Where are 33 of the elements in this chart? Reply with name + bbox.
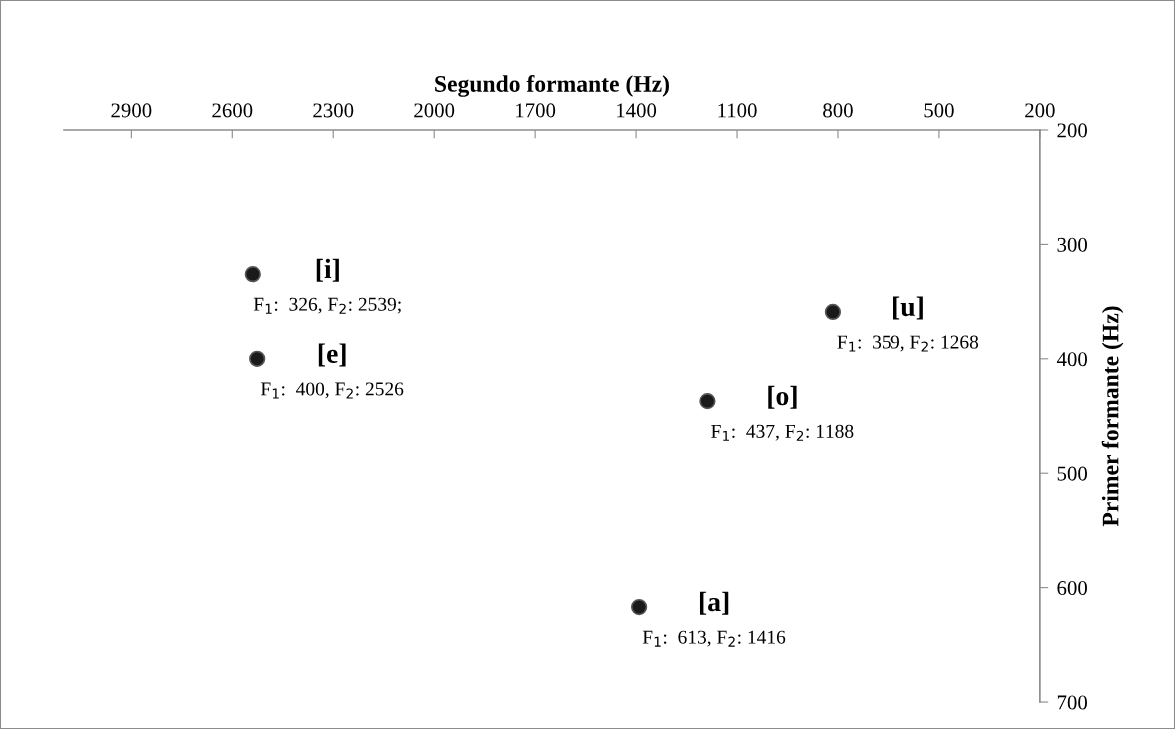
point [824, 303, 842, 321]
x-tick-label: 1400 [617, 103, 657, 118]
point [630, 598, 648, 616]
x-tick-label: 2600 [212, 103, 253, 118]
x-tick-label: 1100 [718, 103, 757, 118]
x-tick-label: 1700 [516, 103, 556, 118]
x-tick-label: 200 [1025, 103, 1055, 118]
y-tick-label: 400 [1056, 352, 1087, 367]
x-axis-title: Segundo formante (Hz) [435, 75, 669, 97]
y-axis-title: Primer formante (Hz) [1101, 306, 1124, 527]
annotation: F$_{1}$: 613, F$_{2}$: 1416 [642, 630, 786, 647]
y-tick-label: 600 [1057, 580, 1087, 596]
point [249, 350, 266, 367]
point [244, 266, 261, 283]
annotation: [i] [316, 258, 339, 282]
y-tick-label: 200 [1057, 123, 1087, 138]
annotation: [a] [699, 591, 729, 615]
x-tick-label: 2300 [313, 103, 354, 118]
annotation: [o] [768, 385, 797, 409]
x-tick-label: 800 [823, 103, 853, 118]
x-tick-label: 2000 [414, 103, 455, 118]
annotation: F$_{1}$: 326, F$_{2}$: 2539; [253, 297, 401, 314]
y-tick-label: 500 [1057, 466, 1087, 481]
point [699, 393, 716, 410]
annotation: [u] [893, 296, 923, 320]
annotation: F$_{1}$: 437, F$_{2}$: 1188 [711, 424, 854, 441]
y-tick-label: 300 [1057, 237, 1087, 252]
x-tick-label: 2900 [111, 103, 152, 118]
annotation: [e] [318, 343, 346, 367]
x-tick-label: 500 [924, 103, 954, 118]
y-tick-label: 700 [1057, 695, 1087, 710]
annotation: F$_{1}$: 359, F$_{2}$: 1268 [837, 335, 979, 352]
annotation: F$_{1}$: 400, F$_{2}$: 2526 [260, 382, 404, 399]
